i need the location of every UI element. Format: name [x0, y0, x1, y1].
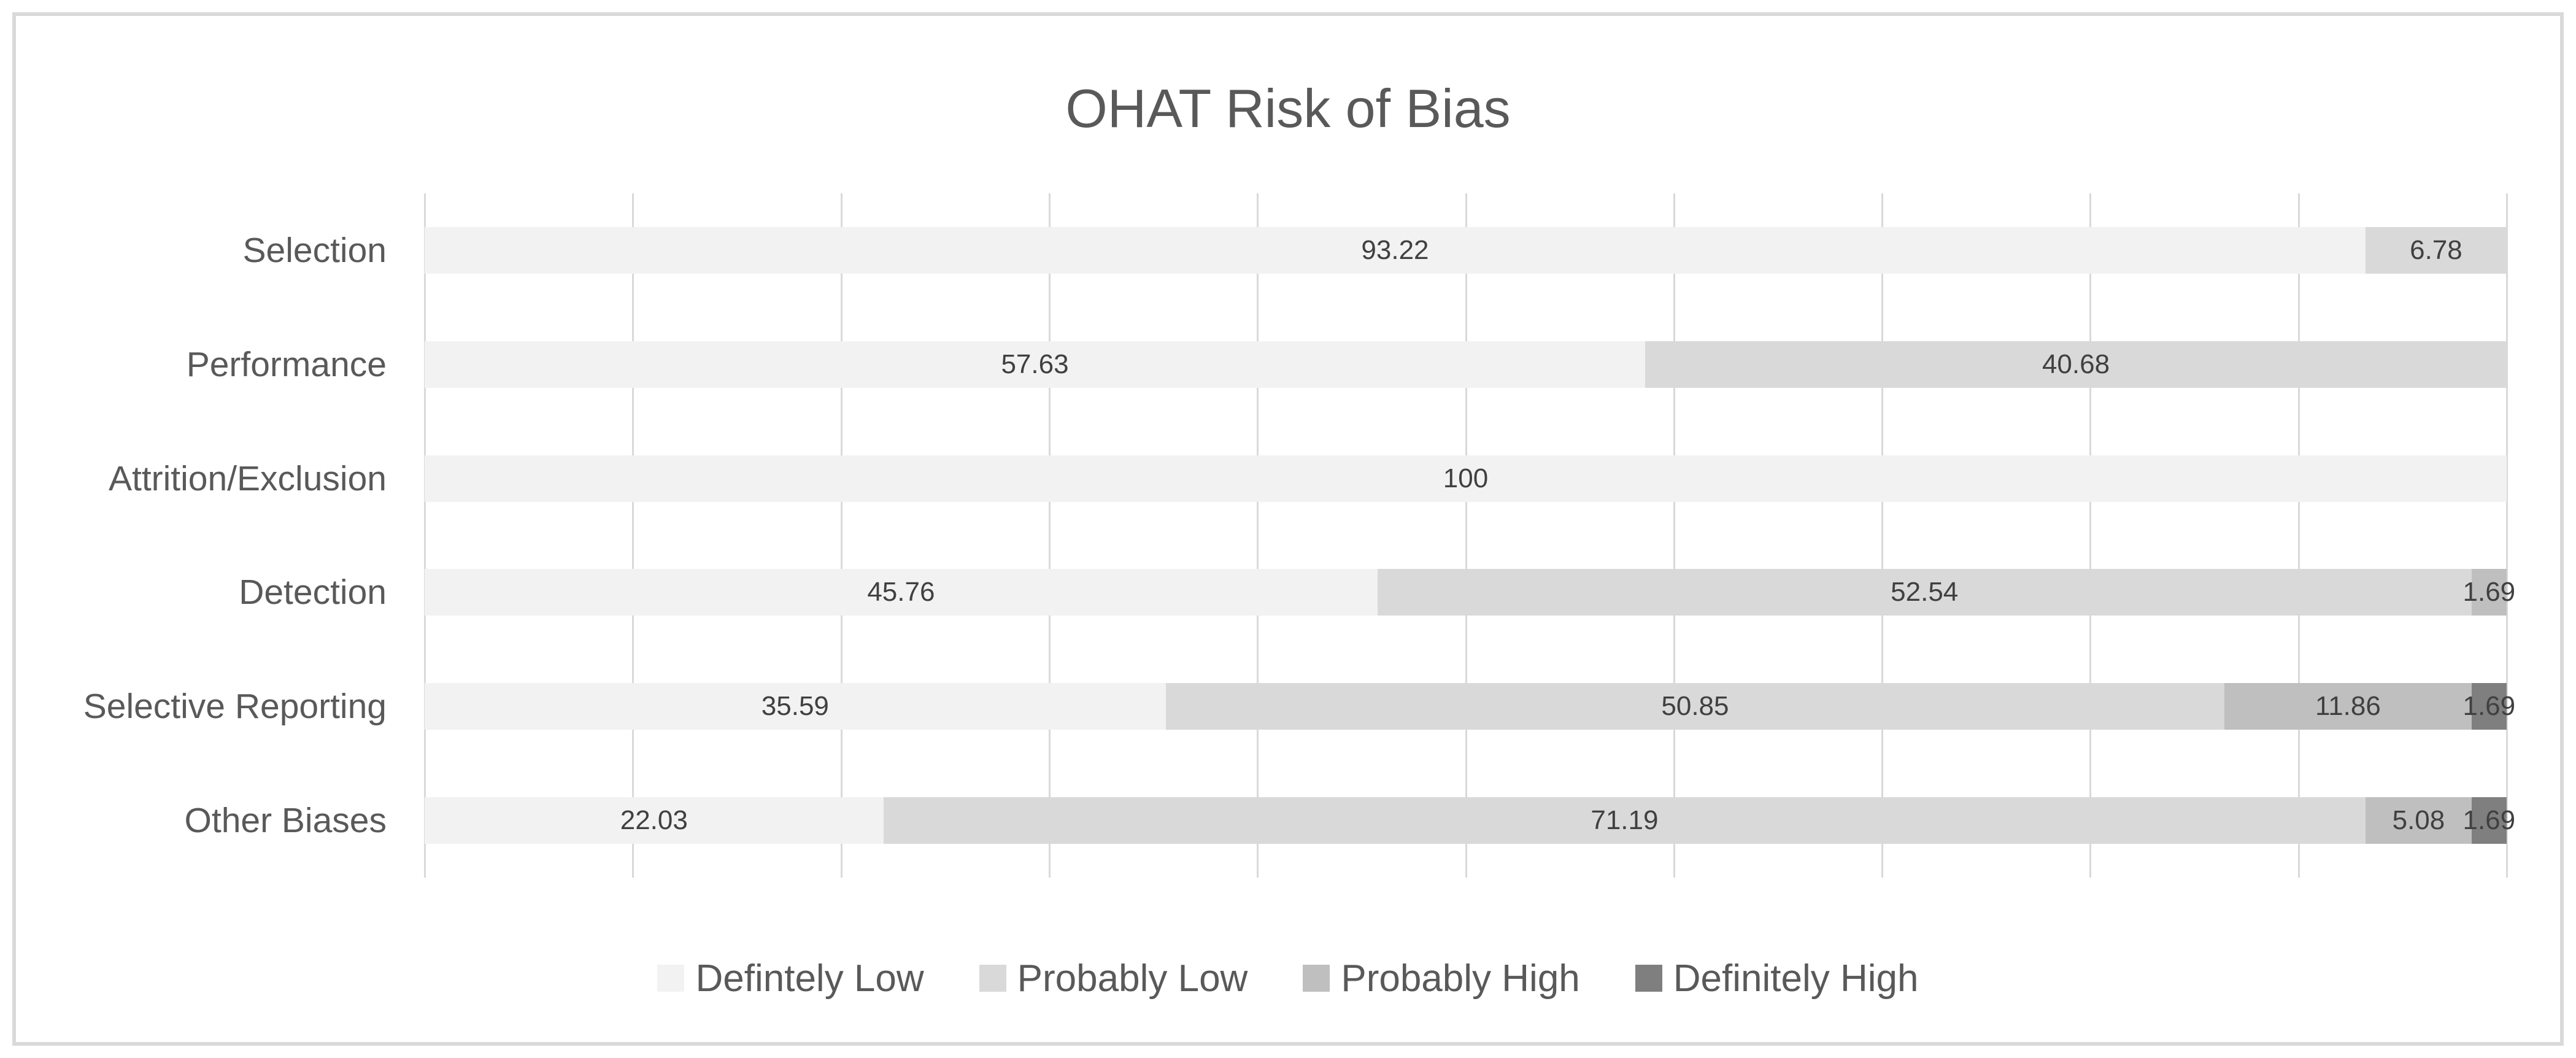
category-axis-row: Attrition/Exclusion: [0, 422, 425, 536]
gridline: [424, 193, 426, 878]
bar-segment: 52.54: [1377, 569, 2472, 616]
data-label: 11.86: [2315, 691, 2381, 722]
bar-segment: 1.69: [2463, 569, 2515, 616]
bar-segment: 22.03: [425, 797, 884, 844]
category-label: Other Biases: [184, 801, 387, 841]
stacked-bar: 45.76 52.54 1.69: [425, 569, 2515, 616]
data-label: 1.69: [2462, 577, 2516, 608]
legend-item: Probably Low: [979, 957, 1248, 1000]
gridline: [2089, 193, 2092, 878]
chart-border: [12, 12, 2564, 1046]
category-label: Selection: [242, 230, 387, 270]
bar-row: 35.59 50.85 11.86 1.69: [425, 649, 2515, 763]
bar-segment: 35.59: [425, 683, 1166, 730]
stacked-bar: 22.03 71.19 5.08 1.69: [425, 797, 2515, 844]
legend-swatch: [1303, 965, 1330, 992]
bar-segment: 11.86: [2224, 683, 2472, 730]
category-axis-row: Performance: [0, 307, 425, 422]
legend-label: Definitely High: [1673, 957, 1919, 1000]
legend-swatch: [657, 965, 685, 992]
legend-label: Probably Low: [1017, 957, 1248, 1000]
gridline: [1465, 193, 1467, 878]
legend-label: Probably High: [1341, 957, 1580, 1000]
gridline: [2506, 193, 2508, 878]
bar-row: 22.03 71.19 5.08 1.69: [425, 763, 2515, 878]
data-label: 6.78: [2410, 234, 2462, 265]
legend-item: Definitely High: [1635, 957, 1919, 1000]
data-label: 1.69: [2462, 691, 2516, 722]
data-label: 35.59: [761, 691, 829, 722]
gridline: [632, 193, 634, 878]
bar-row: 45.76 52.54 1.69: [425, 535, 2515, 649]
legend: Defintely Low Probably Low Probably High De…: [0, 948, 2576, 1009]
bar-segment: 45.76: [425, 569, 1378, 616]
chart-title: OHAT Risk of Bias: [1065, 78, 1511, 139]
data-label: 22.03: [620, 805, 688, 836]
bar-segment: 71.19: [883, 797, 2366, 844]
category-axis: Selection Performance Attrition/Exclusion D…: [0, 193, 425, 878]
stacked-bar: 57.63 40.68: [425, 341, 2507, 388]
plot-area: 93.22 6.78 57.63 40.68 100 45.76 52.54 1.69 35.5…: [424, 193, 2515, 878]
bar-row: 57.63 40.68: [425, 307, 2507, 422]
bar-rows: 93.22 6.78 57.63 40.68 100 45.76 52.54 1.69 35.5…: [425, 193, 2515, 878]
stacked-bar: 35.59 50.85 11.86 1.69: [425, 683, 2515, 730]
bar-segment: 1.69: [2462, 797, 2515, 844]
category-axis-row: Detection: [0, 535, 425, 649]
legend-item: Probably High: [1303, 957, 1580, 1000]
bar-segment: 1.69: [2462, 683, 2515, 730]
legend-swatch: [1635, 965, 1662, 992]
category-label: Performance: [186, 344, 387, 384]
bar-segment: 40.68: [1645, 341, 2507, 388]
gridline: [1881, 193, 1884, 878]
category-label: Detection: [239, 573, 387, 612]
category-label: Attrition/Exclusion: [108, 458, 387, 498]
category-axis-row: Selective Reporting: [0, 649, 425, 763]
stacked-bar: 100: [425, 455, 2507, 502]
bar-segment: 57.63: [425, 341, 1645, 388]
data-label: 100: [1443, 463, 1489, 493]
gridline: [840, 193, 843, 878]
data-label: 40.68: [2042, 349, 2110, 379]
stacked-bar: 93.22 6.78: [425, 226, 2507, 274]
gridline: [1048, 193, 1051, 878]
bar-row: 93.22 6.78: [425, 193, 2507, 307]
bar-segment: 100: [425, 455, 2507, 502]
data-label: 57.63: [1001, 349, 1069, 379]
category-label: Selective Reporting: [83, 687, 387, 727]
legend-swatch: [979, 965, 1006, 992]
bar-segment: 93.22: [425, 226, 2366, 274]
legend-label: Defintely Low: [695, 957, 924, 1000]
category-axis-row: Other Biases: [0, 763, 425, 878]
category-axis-row: Selection: [0, 193, 425, 307]
gridline: [2297, 193, 2300, 878]
data-label: 50.85: [1661, 691, 1729, 722]
gridline: [1257, 193, 1259, 878]
bar-segment: 50.85: [1165, 683, 2225, 730]
bar-segment: 6.78: [2365, 226, 2507, 274]
data-label: 52.54: [1891, 577, 1959, 608]
data-label: 1.69: [2462, 805, 2516, 836]
gridline: [1673, 193, 1675, 878]
data-label: 93.22: [1361, 234, 1429, 265]
data-label: 45.76: [867, 577, 935, 608]
bar-row: 100: [425, 422, 2507, 536]
bar-segment: 5.08: [2366, 797, 2472, 844]
data-label: 5.08: [2392, 805, 2445, 836]
data-label: 71.19: [1591, 805, 1659, 836]
legend-item: Defintely Low: [657, 957, 924, 1000]
